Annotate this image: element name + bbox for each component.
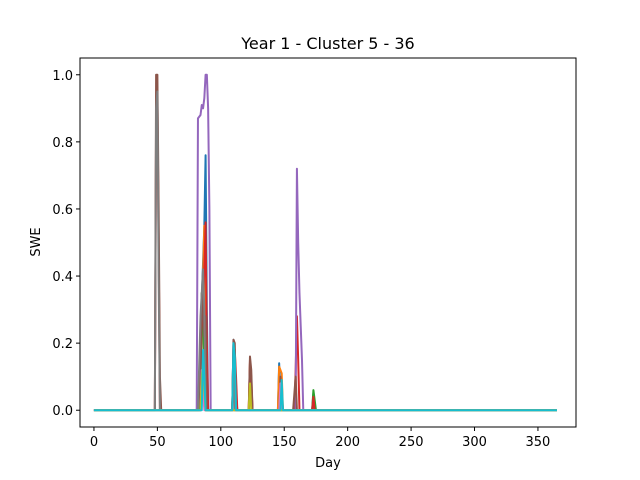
x-tick-label: 350 bbox=[526, 435, 551, 450]
x-tick-label: 300 bbox=[462, 435, 487, 450]
plot-area bbox=[93, 73, 557, 412]
x-tick-label: 0 bbox=[90, 435, 98, 450]
chart-title: Year 1 - Cluster 5 - 36 bbox=[240, 34, 414, 53]
axes-frame bbox=[79, 57, 577, 428]
series-line-5 bbox=[93, 73, 557, 412]
x-axis: 0 50 100 150 200 250 300 350 bbox=[90, 427, 551, 450]
x-tick-label: 50 bbox=[149, 435, 166, 450]
y-tick-label: 0.6 bbox=[52, 203, 73, 218]
x-tick-label: 150 bbox=[272, 435, 297, 450]
x-tick-label: 200 bbox=[335, 435, 360, 450]
y-tick-label: 1.0 bbox=[52, 69, 73, 84]
y-tick-label: 0.0 bbox=[52, 404, 73, 419]
y-tick-label: 0.4 bbox=[52, 270, 73, 285]
y-tick-label: 0.2 bbox=[52, 337, 73, 352]
y-axis-label: SWE bbox=[29, 227, 44, 256]
series-line-10 bbox=[93, 342, 557, 412]
x-tick-label: 250 bbox=[399, 435, 424, 450]
x-tick-label: 100 bbox=[208, 435, 233, 450]
y-tick-label: 0.8 bbox=[52, 136, 73, 151]
x-axis-label: Day bbox=[315, 456, 341, 471]
y-axis: 0.0 0.2 0.4 0.6 0.8 1.0 bbox=[52, 69, 80, 419]
